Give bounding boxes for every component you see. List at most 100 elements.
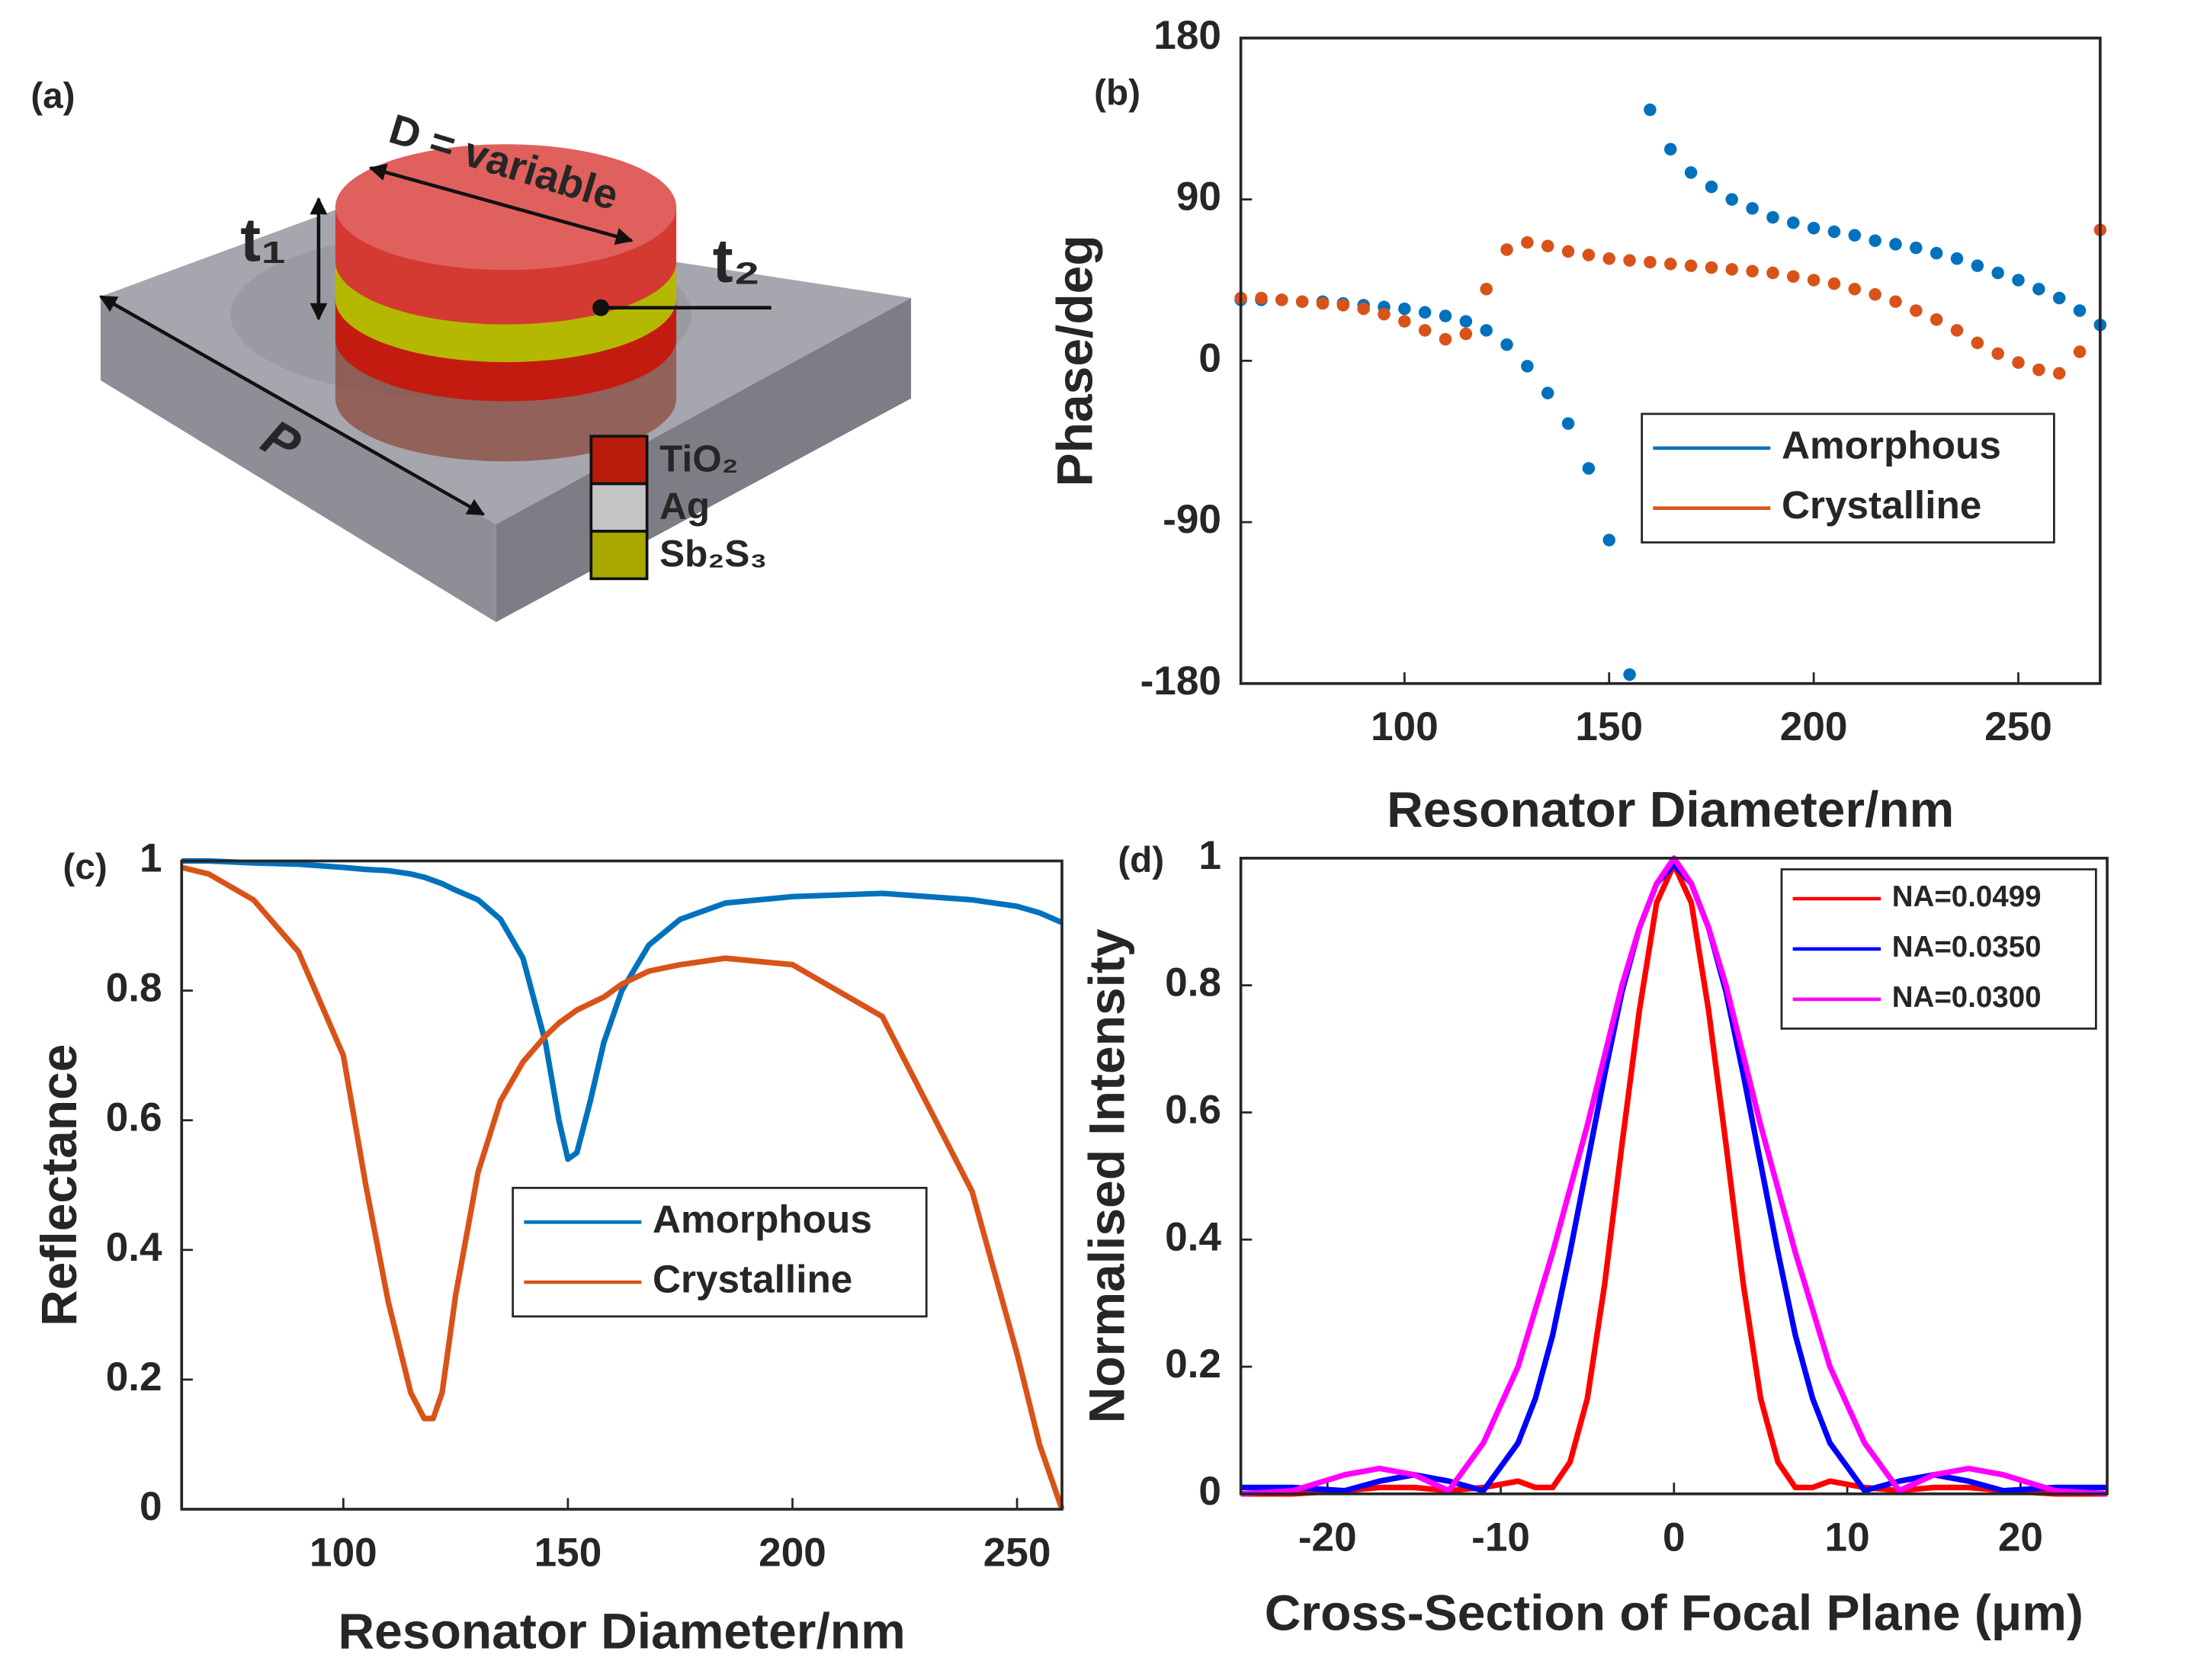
data-point — [2052, 291, 2066, 305]
data-point — [1971, 336, 1984, 350]
x-tick-label: -10 — [1471, 1515, 1530, 1560]
y-tick-label: 1 — [1198, 833, 1221, 878]
data-point — [2012, 274, 2025, 287]
x-tick-label: 100 — [1371, 704, 1439, 749]
panel-label: (b) — [1094, 73, 1140, 114]
data-point — [1582, 248, 1596, 261]
p-arrow — [98, 295, 486, 516]
material-swatch — [589, 530, 649, 581]
panel-label: (a) — [30, 75, 75, 116]
x-tick-label: 250 — [983, 1530, 1051, 1575]
data-point — [1459, 315, 1473, 328]
data-point — [1705, 180, 1718, 194]
data-point — [1439, 309, 1452, 322]
axes-box — [180, 859, 1063, 1511]
material-name: Sb₂S₃ — [659, 533, 767, 575]
y-tick-label: 0.2 — [1165, 1342, 1221, 1387]
material-swatch — [589, 434, 649, 486]
data-point — [1275, 293, 1288, 306]
data-point — [1663, 143, 1677, 155]
data-point — [1889, 238, 1902, 251]
material-legend: TiO₂ Ag Sb₂S₃ — [589, 434, 767, 581]
data-point — [2052, 367, 2066, 380]
data-point — [1827, 225, 1841, 239]
data-point — [1746, 202, 1759, 215]
data-point — [1459, 327, 1473, 341]
data-point — [1787, 270, 1800, 284]
data-point — [1398, 302, 1411, 316]
data-point — [1950, 252, 1964, 265]
plot-area — [1240, 37, 2100, 684]
data-point — [1500, 338, 1513, 351]
data-point — [1418, 324, 1432, 337]
data-point — [1480, 324, 1493, 337]
y-tick-label: 0.8 — [1165, 960, 1221, 1005]
panel-label: (d) — [1118, 840, 1164, 880]
material-swatch — [589, 482, 649, 533]
data-point — [1500, 243, 1513, 256]
x-tick-label: 150 — [534, 1530, 602, 1575]
data-point — [1787, 216, 1800, 229]
data-point — [1950, 324, 1964, 337]
x-tick-label: 0 — [1663, 1515, 1686, 1560]
legend-label: Crystalline — [653, 1258, 852, 1301]
data-point — [1644, 103, 1657, 117]
data-point — [1561, 417, 1575, 430]
data-point — [2032, 282, 2045, 296]
data-point — [1663, 258, 1677, 271]
data-point — [1480, 282, 1493, 296]
data-point — [1623, 254, 1636, 267]
data-point — [1725, 263, 1739, 276]
legend-label: NA=0.0350 — [1892, 931, 2042, 963]
legend-label: Amorphous — [1782, 423, 2001, 466]
data-point — [1848, 282, 1862, 296]
data-point — [1561, 245, 1575, 258]
axes-box — [1239, 37, 2102, 685]
data-point — [1910, 241, 1923, 255]
data-point — [1971, 259, 1984, 272]
data-point — [1766, 210, 1779, 224]
y-axis-label: Phase/deg — [1046, 235, 1102, 486]
data-point — [1644, 255, 1657, 269]
y-tick-label: 0 — [140, 1484, 162, 1529]
data-point — [1439, 332, 1452, 346]
data-point — [1869, 288, 1881, 301]
data-point — [1807, 221, 1820, 235]
data-point — [1930, 246, 1943, 260]
data-point — [1869, 234, 1881, 247]
legend-label: NA=0.0300 — [1892, 981, 2042, 1014]
data-point — [1602, 534, 1615, 547]
data-point — [1889, 295, 1902, 308]
t2-dot — [592, 299, 610, 316]
data-point — [1541, 239, 1554, 253]
y-axis-label: Reflectance — [30, 1044, 87, 1326]
data-point — [1316, 297, 1330, 310]
data-point — [1684, 166, 1698, 179]
data-point — [2073, 345, 2087, 358]
data-point — [1991, 266, 2004, 280]
legend-box — [512, 1187, 928, 1318]
data-point — [1255, 291, 1268, 305]
data-point — [1766, 266, 1779, 280]
data-point — [1398, 315, 1411, 328]
data-point — [1930, 313, 1943, 326]
y-tick-label: 0.2 — [106, 1355, 162, 1399]
x-axis-label: Resonator Diameter/nm — [1387, 781, 1954, 838]
data-point — [1378, 307, 1391, 321]
data-line — [181, 864, 1065, 1511]
data-point — [2032, 363, 2045, 377]
data-point — [1418, 306, 1432, 319]
data-point — [1684, 259, 1698, 272]
legend-box — [1641, 412, 2055, 543]
data-line — [181, 858, 1063, 1162]
x-tick-label: 250 — [1984, 704, 2052, 749]
y-tick-label: 0.4 — [106, 1225, 162, 1270]
data-point — [1521, 236, 1534, 249]
data-point — [1602, 252, 1615, 265]
legend-label: Crystalline — [1782, 483, 1981, 527]
data-point — [1336, 299, 1350, 312]
data-point — [1991, 347, 2004, 361]
x-axis-label: Resonator Diameter/nm — [338, 1602, 906, 1659]
y-tick-label: 180 — [1153, 13, 1221, 58]
plot-area — [181, 861, 1063, 1509]
